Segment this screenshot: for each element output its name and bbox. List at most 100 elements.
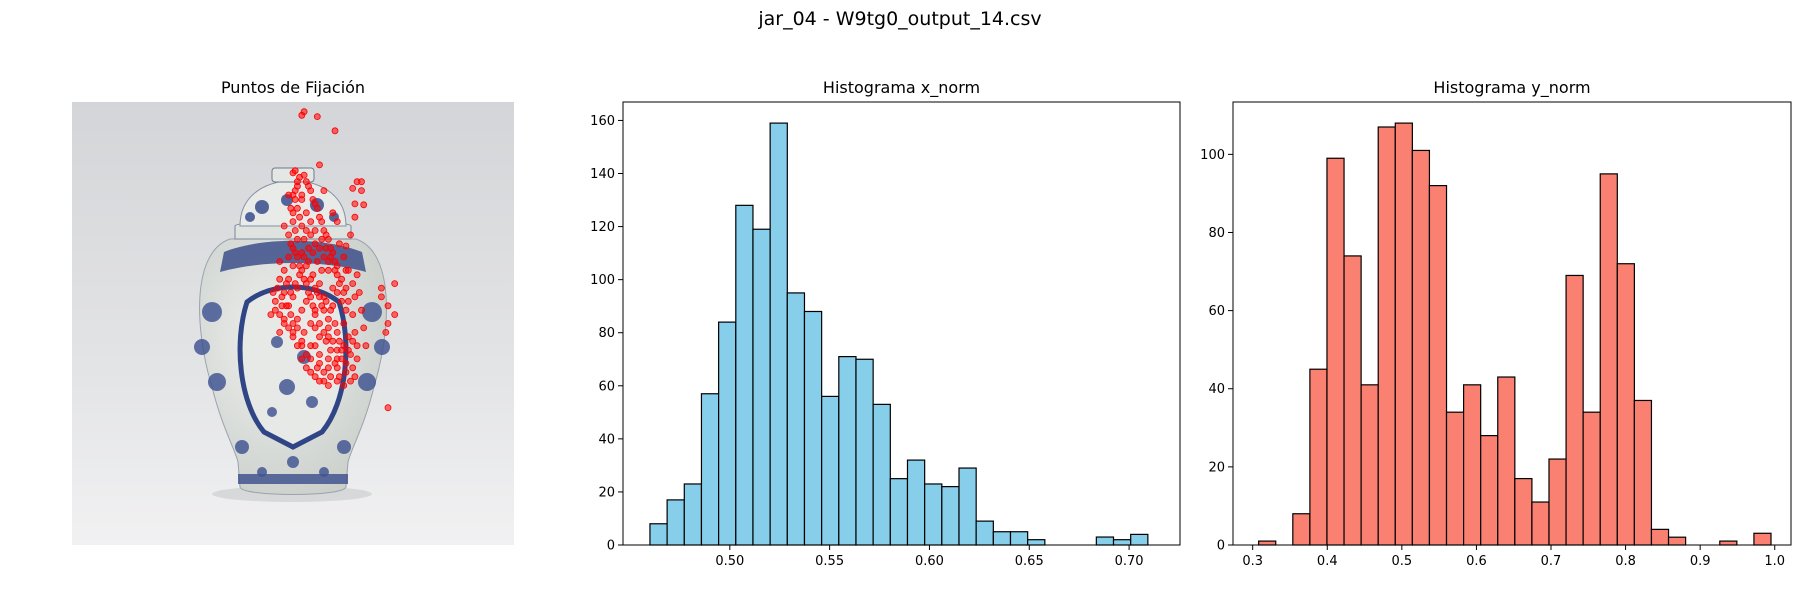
histogram-bar xyxy=(1292,513,1311,546)
fixation-point xyxy=(351,373,359,381)
fixation-point xyxy=(298,111,306,119)
x-tick-label: 0.5 xyxy=(1392,554,1413,569)
fixation-point xyxy=(280,222,288,230)
fixation-point xyxy=(316,351,323,358)
histogram-bar xyxy=(1112,539,1132,546)
fixation-point xyxy=(302,351,310,358)
histogram-bar xyxy=(1394,122,1413,546)
fixation-point xyxy=(320,328,328,336)
histogram-bar xyxy=(889,478,909,546)
fixation-point xyxy=(298,337,306,345)
y-tick-label: 0 xyxy=(607,539,615,554)
fixation-point xyxy=(269,289,277,296)
fixation-point xyxy=(377,284,385,292)
histogram-bar xyxy=(1309,368,1328,546)
fixation-point xyxy=(353,355,361,363)
histogram-bar xyxy=(1027,539,1046,546)
histogram-bar xyxy=(1428,185,1448,546)
fixation-point xyxy=(291,227,299,234)
fixation-point xyxy=(289,169,297,177)
histogram-bar xyxy=(1633,399,1653,546)
fixation-point xyxy=(302,262,310,270)
fixation-point xyxy=(300,235,308,243)
histogram-bar xyxy=(1130,533,1149,546)
axes-frame xyxy=(1232,101,1792,546)
fixation-point xyxy=(331,127,339,135)
fixation-point xyxy=(285,324,293,332)
y-tick-label: 160 xyxy=(590,114,615,129)
fixation-point xyxy=(333,346,341,354)
histogram-bar xyxy=(1095,536,1115,546)
histogram-bar xyxy=(683,483,703,546)
fixation-point xyxy=(340,289,348,296)
fixation-point xyxy=(320,368,328,376)
fixation-point xyxy=(298,222,306,230)
fixation-point xyxy=(309,196,317,203)
fixation-point xyxy=(298,306,306,314)
fixation-point xyxy=(344,333,352,341)
fixation-point xyxy=(344,346,352,354)
fixation-point xyxy=(324,315,332,323)
histogram-bar xyxy=(872,403,891,546)
fixation-point xyxy=(313,258,321,265)
fixation-point xyxy=(391,280,399,288)
fixation-point xyxy=(318,235,326,243)
fixation-point xyxy=(289,262,297,270)
fixation-point xyxy=(333,328,341,336)
fixation-point xyxy=(349,280,357,288)
x-histogram: 0.50 0.55 0.60 0.65 0.70 0 20 40 60 80 100 120 140 16… xyxy=(590,101,1181,569)
fixation-point xyxy=(358,187,365,194)
fixation-panel-title: Puntos de Fijación xyxy=(220,78,366,97)
fixation-point xyxy=(282,280,290,288)
y-tick-label: 60 xyxy=(1208,304,1225,319)
fixation-point xyxy=(307,368,315,376)
y-histogram-title: Histograma y_norm xyxy=(1433,78,1591,97)
y-tick-label: 80 xyxy=(1208,226,1225,241)
fixation-point xyxy=(285,253,293,261)
fixation-point xyxy=(289,320,297,327)
fixation-point xyxy=(362,342,370,350)
fixation-point xyxy=(302,297,310,305)
histogram-bar xyxy=(1258,540,1277,546)
histogram-bar xyxy=(1599,173,1618,546)
fixation-point xyxy=(267,311,275,319)
axes-frame xyxy=(622,101,1181,546)
fixation-point xyxy=(276,328,284,336)
fixation-point xyxy=(300,328,308,336)
fixation-point xyxy=(327,253,335,261)
jar-decoration xyxy=(194,302,390,477)
fixation-point xyxy=(377,293,385,301)
fixation-point xyxy=(305,289,312,296)
fixation-point xyxy=(340,342,348,350)
x-tick-label: 0.7 xyxy=(1541,554,1562,569)
fixation-point xyxy=(296,271,304,279)
fixation-point xyxy=(322,244,330,252)
fixation-point xyxy=(280,266,288,274)
fixation-point xyxy=(349,364,357,372)
fixation-point xyxy=(329,284,337,292)
fixation-point xyxy=(311,284,319,292)
fixation-point xyxy=(342,359,350,367)
x-tick-label: 0.3 xyxy=(1242,554,1263,569)
y-tick-label: 80 xyxy=(598,326,615,341)
x-histogram-title: Histograma x_norm xyxy=(822,78,981,97)
histogram-bar xyxy=(666,499,685,546)
fixation-point xyxy=(313,204,321,212)
histogram-bar xyxy=(718,321,737,546)
histogram-bar xyxy=(821,395,840,546)
fixation-point xyxy=(307,320,315,327)
histogram-bar xyxy=(1360,384,1379,546)
x-tick-label: 1.0 xyxy=(1764,554,1785,569)
fixation-point xyxy=(318,266,326,274)
fixation-point xyxy=(309,302,317,310)
x-tick-label: 0.8 xyxy=(1615,554,1636,569)
histogram-bar xyxy=(1650,528,1670,546)
histogram-bar xyxy=(1616,263,1635,546)
fixation-point xyxy=(307,355,315,363)
fixation-panel xyxy=(72,102,514,545)
fixation-point xyxy=(327,346,335,354)
fixation-point xyxy=(333,377,341,385)
fixation-point xyxy=(316,161,323,169)
fixation-point xyxy=(316,244,323,252)
fixation-point xyxy=(347,231,354,239)
